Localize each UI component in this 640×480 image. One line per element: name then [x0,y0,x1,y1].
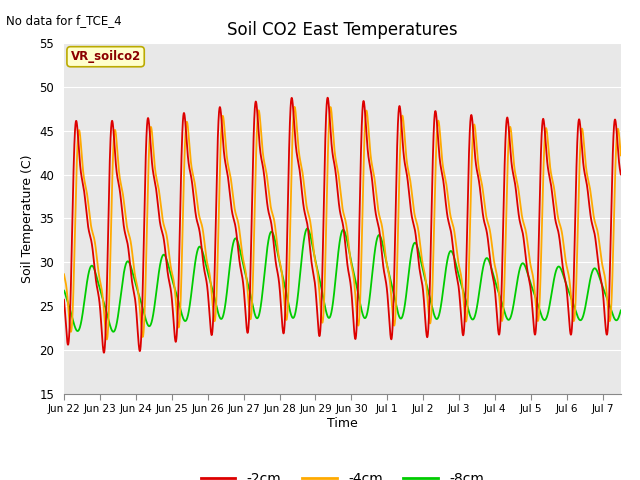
Title: Soil CO2 East Temperatures: Soil CO2 East Temperatures [227,21,458,39]
Legend: -2cm, -4cm, -8cm: -2cm, -4cm, -8cm [195,467,490,480]
Text: VR_soilco2: VR_soilco2 [70,50,141,63]
Text: No data for f_TCE_4: No data for f_TCE_4 [6,14,122,27]
Y-axis label: Soil Temperature (C): Soil Temperature (C) [21,154,34,283]
X-axis label: Time: Time [327,417,358,430]
